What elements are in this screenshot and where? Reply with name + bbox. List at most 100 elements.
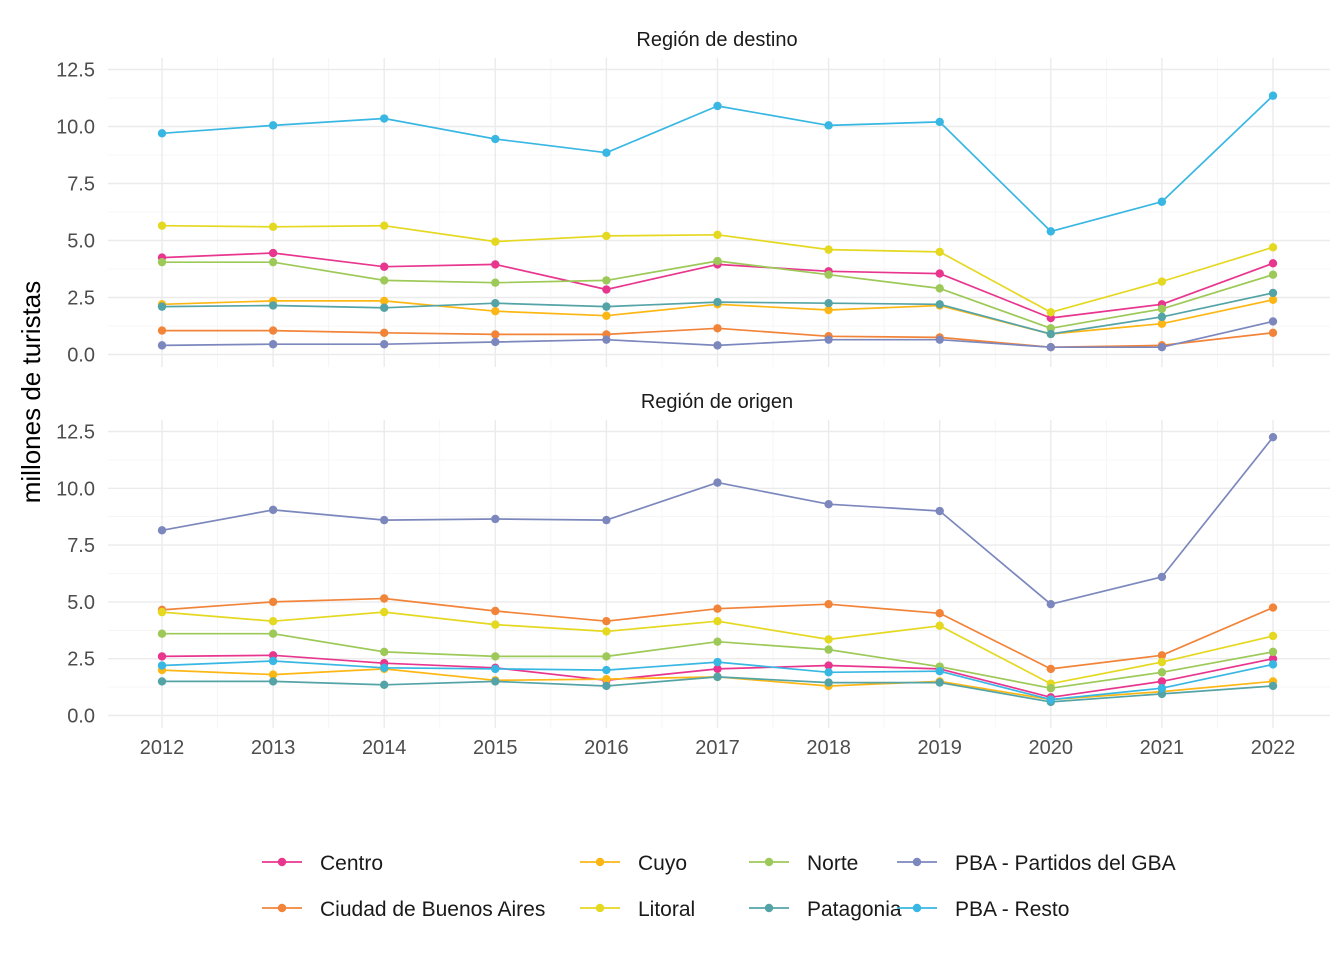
data-point	[491, 652, 500, 661]
series-litoral	[157, 607, 1278, 688]
y-axis-title: millones de turistas	[16, 281, 46, 504]
data-point	[713, 324, 722, 333]
data-point	[157, 129, 167, 138]
data-point	[491, 306, 500, 316]
data-point	[824, 645, 833, 654]
data-point	[380, 276, 389, 285]
data-point	[713, 664, 722, 674]
y-tick-label: 12.5	[56, 422, 95, 444]
data-point	[1157, 668, 1167, 677]
data-point	[157, 221, 167, 230]
data-point	[1046, 227, 1056, 236]
data-point	[824, 635, 833, 644]
data-point	[380, 680, 389, 690]
data-point	[602, 617, 611, 626]
data-point	[268, 121, 278, 130]
data-point	[1046, 343, 1056, 352]
data-point	[157, 341, 167, 350]
data-point	[602, 515, 611, 525]
data-point	[935, 678, 944, 687]
data-point	[1157, 657, 1167, 667]
data-point	[157, 257, 167, 267]
y-tick-label: 10.0	[56, 478, 95, 500]
series-pba-partidos-del-gba	[157, 432, 1278, 609]
data-point	[935, 269, 944, 278]
data-point	[935, 621, 944, 630]
data-point	[157, 629, 167, 638]
data-point	[1268, 91, 1278, 100]
data-point	[713, 672, 722, 682]
y-tick-label: 2.5	[67, 288, 95, 310]
data-point	[1268, 631, 1278, 641]
data-point	[157, 677, 167, 686]
data-point	[1157, 651, 1167, 660]
data-point	[602, 231, 611, 241]
series-pba-resto	[157, 656, 1278, 704]
data-point	[1157, 197, 1167, 206]
data-point	[157, 326, 167, 335]
legend-key-point	[595, 857, 605, 867]
data-point	[713, 101, 722, 111]
data-point	[1157, 677, 1167, 686]
data-point	[1268, 328, 1278, 338]
data-point	[491, 299, 500, 308]
data-point	[491, 514, 500, 524]
data-point	[602, 148, 611, 157]
data-point	[268, 656, 278, 666]
legend-label: PBA - Resto	[955, 898, 1069, 921]
x-tick-label: 2016	[584, 737, 629, 759]
x-tick-label: 2020	[1029, 737, 1074, 759]
data-point	[824, 270, 833, 279]
data-point	[1268, 243, 1278, 252]
data-point	[935, 300, 944, 309]
y-tick-label: 0.0	[67, 345, 95, 367]
data-point	[380, 262, 389, 271]
x-tick-label: 2012	[140, 737, 185, 759]
data-point	[713, 617, 722, 626]
y-tick-label: 5.0	[67, 231, 95, 253]
series-pba-resto	[157, 91, 1278, 236]
data-point	[380, 663, 389, 672]
legend-key-point	[912, 903, 922, 913]
x-tick-label: 2018	[806, 737, 851, 759]
legend-key-point	[277, 903, 287, 913]
data-point	[602, 276, 611, 285]
data-point	[1157, 312, 1167, 322]
data-point	[1046, 664, 1056, 674]
data-point	[380, 515, 389, 525]
data-point	[713, 256, 722, 266]
data-point	[1268, 270, 1278, 279]
data-point	[1268, 647, 1278, 657]
legend-label: Patagonia	[807, 898, 902, 921]
legend-key-point	[764, 903, 774, 913]
data-point	[380, 328, 389, 338]
data-point	[1157, 684, 1167, 693]
y-tick-label: 7.5	[67, 174, 95, 196]
legend-item-pba-partidos-del-gba: PBA - Partidos del GBA	[897, 852, 1176, 875]
data-point	[602, 665, 611, 675]
data-point	[602, 652, 611, 661]
series-litoral	[157, 221, 1278, 317]
data-point	[380, 296, 389, 306]
data-point	[380, 607, 389, 617]
data-point	[824, 678, 833, 687]
legend-item-patagonia: Patagonia	[749, 898, 902, 921]
data-point	[1268, 660, 1278, 669]
data-point	[268, 677, 278, 686]
data-point	[1046, 329, 1056, 339]
data-point	[935, 117, 944, 127]
legend-item-ciudad-de-buenos-aires: Ciudad de Buenos Aires	[262, 898, 545, 921]
data-point	[157, 652, 167, 661]
data-point	[268, 629, 278, 638]
data-point	[935, 609, 944, 618]
data-point	[491, 260, 500, 269]
data-point	[268, 326, 278, 335]
data-point	[1046, 695, 1056, 704]
data-point	[713, 230, 722, 239]
legend-label: Ciudad de Buenos Aires	[320, 898, 545, 921]
legend-item-cuyo: Cuyo	[580, 852, 687, 875]
x-tick-label: 2013	[251, 737, 296, 759]
legend-item-centro: Centro	[262, 852, 383, 875]
data-point	[713, 637, 722, 646]
data-point	[824, 245, 833, 254]
